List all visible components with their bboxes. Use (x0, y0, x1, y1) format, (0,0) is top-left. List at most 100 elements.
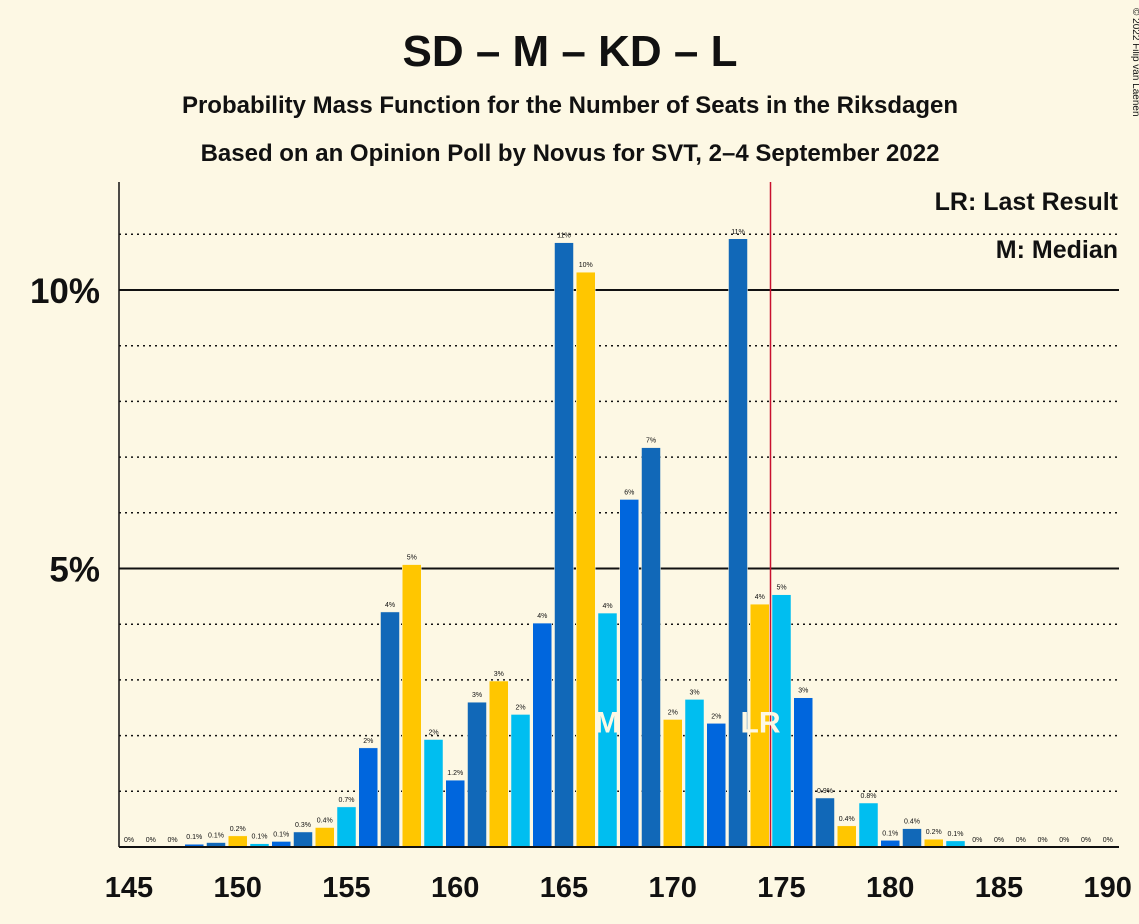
bar-176 (793, 697, 813, 848)
axes: 145 150 155 160 165 170 175 180 185 190 5% 10% (30, 182, 1132, 904)
bar-label-154: 0.4% (317, 818, 333, 825)
bar-label-184: 0% (972, 837, 982, 844)
bar-label-145: 0% (124, 837, 134, 844)
bar-label-152: 0.1% (273, 831, 289, 838)
bar-label-175: 5% (776, 585, 786, 592)
bar-150 (228, 835, 248, 848)
bar-159 (423, 739, 444, 848)
x-tick-label-155: 155 (322, 872, 370, 904)
bar-label-155: 0.7% (339, 797, 355, 804)
copyright-note: © 2022 Filip van Laenen (1130, 8, 1139, 117)
bar-162 (489, 680, 509, 848)
bar-label-147: 0% (167, 837, 177, 844)
bar-153 (293, 831, 313, 848)
bar-160 (445, 779, 465, 848)
bar-173 (728, 238, 748, 848)
bar-label-179: 0.8% (861, 793, 877, 800)
bar-179 (858, 802, 879, 848)
chart-subtitle-1: Probability Mass Function for the Number… (182, 92, 958, 119)
x-tick-label-150: 150 (214, 872, 262, 904)
bar-label-162: 3% (494, 671, 504, 678)
bar-label-181: 0.4% (904, 819, 920, 826)
x-tick-label-145: 145 (105, 872, 153, 904)
bars (184, 238, 966, 848)
bar-label-190: 0% (1103, 837, 1113, 844)
bar-182 (924, 838, 944, 848)
bar-165 (554, 242, 574, 848)
bar-label-171: 3% (689, 689, 699, 696)
x-tick-label-165: 165 (540, 872, 588, 904)
bar-label-164: 4% (537, 613, 547, 620)
bar-163 (510, 714, 531, 848)
bar-169 (641, 447, 661, 848)
bar-label-182: 0.2% (926, 829, 942, 836)
bar-label-159: 2% (428, 729, 438, 736)
bar-168 (619, 499, 639, 848)
bar-label-150: 0.2% (230, 826, 246, 833)
bar-164 (532, 622, 552, 848)
bar-label-153: 0.3% (295, 822, 311, 829)
bar-label-166: 10% (579, 262, 593, 269)
bar-label-170: 2% (668, 709, 678, 716)
bar-156 (358, 747, 378, 848)
bar-label-151: 0.1% (252, 834, 268, 841)
bar-label-157: 4% (385, 602, 395, 609)
bar-label-161: 3% (472, 692, 482, 699)
bar-172 (706, 723, 726, 848)
bar-170 (663, 719, 683, 848)
bar-label-146: 0% (146, 837, 156, 844)
bar-label-189: 0% (1081, 837, 1091, 844)
markers: M LR (595, 182, 781, 847)
gridlines (119, 233, 1119, 793)
bar-177 (815, 797, 835, 848)
bar-171 (684, 699, 705, 848)
bar-155 (336, 806, 357, 848)
bar-158 (402, 564, 422, 848)
median-marker: M (595, 707, 620, 740)
bar-label-168: 6% (624, 489, 634, 496)
bar-label-187: 0% (1037, 837, 1047, 844)
legend-last-result: LR: Last Result (935, 188, 1119, 216)
bar-label-167: 4% (602, 603, 612, 610)
y-tick-label-10: 10% (30, 272, 100, 311)
bar-label-173: 11% (731, 229, 745, 236)
last-result-marker: LR (741, 707, 781, 740)
x-tick-label-185: 185 (975, 872, 1023, 904)
bar-label-165: 11% (557, 233, 571, 240)
bar-label-180: 0.1% (882, 830, 898, 837)
bar-label-148: 0.1% (186, 834, 202, 841)
bar-label-174: 4% (755, 594, 765, 601)
bar-label-186: 0% (1016, 837, 1026, 844)
y-tick-label-5: 5% (49, 551, 100, 590)
bar-181 (902, 828, 922, 848)
bar-166 (576, 271, 596, 848)
bar-label-160: 1.2% (447, 770, 463, 777)
bar-label-172: 2% (711, 713, 721, 720)
x-tick-label-190: 190 (1084, 872, 1132, 904)
bar-label-178: 0.4% (839, 816, 855, 823)
x-tick-label-160: 160 (431, 872, 479, 904)
bar-180 (880, 840, 900, 848)
bar-labels: 0% 0% 0% 0.1% 0.1% 0.2% 0.1% 0.1% 0.3% 0.4% 0.7% 2%… (124, 229, 1113, 844)
bar-label-156: 2% (363, 738, 373, 745)
chart-subtitle-2: Based on an Opinion Poll by Novus for SV… (201, 140, 940, 167)
bar-161 (467, 701, 487, 848)
chart-title: SD – M – KD – L (403, 27, 738, 76)
bar-label-163: 2% (515, 704, 525, 711)
bar-178 (837, 825, 857, 848)
bar-154 (315, 827, 335, 848)
bar-label-158: 5% (407, 555, 417, 562)
bar-label-183: 0.1% (948, 831, 964, 838)
bar-label-185: 0% (994, 837, 1004, 844)
legend-median: M: Median (996, 236, 1118, 264)
bar-label-177: 0.9% (817, 788, 833, 795)
bar-157 (380, 611, 400, 848)
bar-label-169: 7% (646, 438, 656, 445)
x-tick-label-175: 175 (757, 872, 805, 904)
x-tick-label-180: 180 (866, 872, 914, 904)
bar-label-188: 0% (1059, 837, 1069, 844)
x-tick-label-170: 170 (649, 872, 697, 904)
bar-label-176: 3% (798, 688, 808, 695)
bar-label-149: 0.1% (208, 833, 224, 840)
